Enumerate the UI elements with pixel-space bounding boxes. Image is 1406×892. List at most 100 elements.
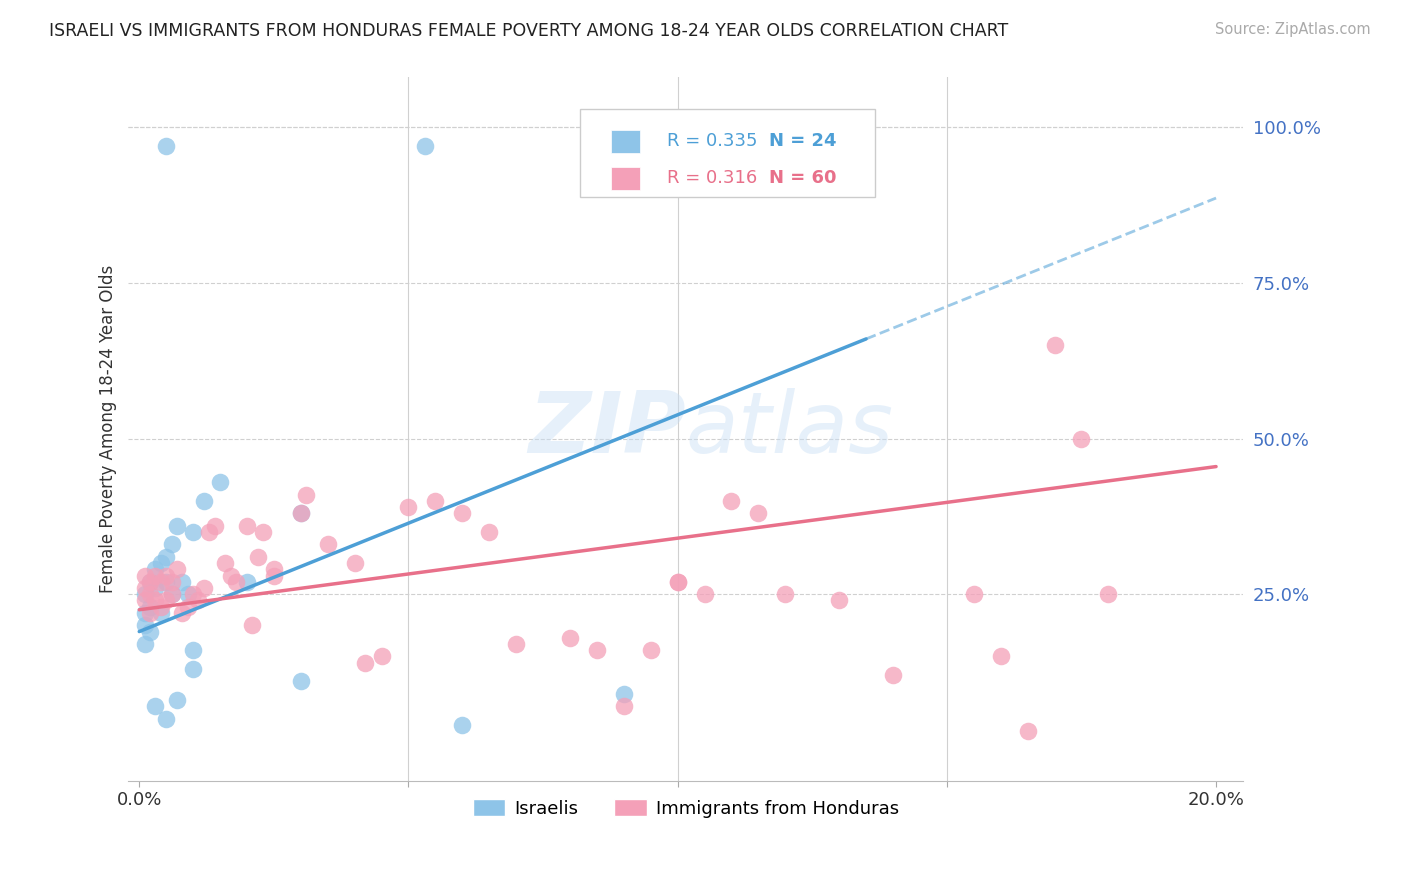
Point	[720, 493, 742, 508]
Point	[145, 581, 167, 595]
Point	[828, 593, 851, 607]
Point	[1017, 724, 1039, 739]
Point	[240, 618, 263, 632]
Text: R = 0.316: R = 0.316	[666, 169, 756, 187]
Point	[666, 574, 689, 589]
Text: atlas: atlas	[686, 388, 894, 471]
Point	[558, 631, 581, 645]
Point	[193, 493, 215, 508]
Point	[134, 637, 156, 651]
Point	[219, 568, 242, 582]
Point	[149, 556, 172, 570]
Point	[181, 524, 204, 539]
Point	[204, 518, 226, 533]
Point	[478, 524, 501, 539]
Point	[613, 687, 636, 701]
Point	[145, 562, 167, 576]
Point	[413, 139, 436, 153]
FancyBboxPatch shape	[612, 130, 640, 153]
Point	[181, 643, 204, 657]
Point	[370, 649, 392, 664]
Point	[155, 568, 177, 582]
Point	[263, 562, 285, 576]
Point	[586, 643, 609, 657]
Point	[160, 587, 183, 601]
Point	[451, 506, 474, 520]
Point	[139, 587, 162, 601]
Point	[134, 587, 156, 601]
Point	[666, 574, 689, 589]
Point	[225, 574, 247, 589]
Point	[343, 556, 366, 570]
Text: ISRAELI VS IMMIGRANTS FROM HONDURAS FEMALE POVERTY AMONG 18-24 YEAR OLDS CORRELA: ISRAELI VS IMMIGRANTS FROM HONDURAS FEMA…	[49, 22, 1008, 40]
Point	[208, 475, 231, 490]
Point	[214, 556, 236, 570]
Point	[176, 587, 198, 601]
Text: N = 60: N = 60	[769, 169, 837, 187]
Point	[166, 562, 188, 576]
Point	[155, 712, 177, 726]
Point	[613, 699, 636, 714]
Point	[354, 656, 377, 670]
Point	[198, 524, 221, 539]
Point	[451, 718, 474, 732]
Point	[166, 693, 188, 707]
Y-axis label: Female Poverty Among 18-24 Year Olds: Female Poverty Among 18-24 Year Olds	[100, 265, 117, 593]
Point	[316, 537, 339, 551]
Point	[963, 587, 986, 601]
Point	[134, 606, 156, 620]
Point	[139, 574, 162, 589]
Point	[160, 537, 183, 551]
Point	[1097, 587, 1119, 601]
Point	[155, 549, 177, 564]
Point	[1070, 432, 1092, 446]
Point	[172, 606, 194, 620]
Point	[295, 487, 318, 501]
Point	[181, 662, 204, 676]
Point	[263, 568, 285, 582]
Point	[505, 637, 527, 651]
Point	[290, 674, 312, 689]
FancyBboxPatch shape	[579, 109, 875, 197]
Point	[139, 599, 162, 614]
Point	[139, 624, 162, 639]
Point	[193, 581, 215, 595]
Point	[290, 506, 312, 520]
Point	[145, 568, 167, 582]
Text: Source: ZipAtlas.com: Source: ZipAtlas.com	[1215, 22, 1371, 37]
Point	[398, 500, 420, 514]
Point	[145, 593, 167, 607]
Point	[640, 643, 662, 657]
Point	[236, 574, 259, 589]
Point	[425, 493, 447, 508]
Point	[149, 599, 172, 614]
Point	[187, 593, 209, 607]
Point	[139, 574, 162, 589]
Point	[155, 593, 177, 607]
Point	[139, 606, 162, 620]
Point	[160, 574, 183, 589]
Text: N = 24: N = 24	[769, 132, 837, 151]
Point	[134, 581, 156, 595]
Point	[145, 699, 167, 714]
Point	[181, 587, 204, 601]
Point	[1043, 338, 1066, 352]
Legend: Israelis, Immigrants from Honduras: Israelis, Immigrants from Honduras	[465, 791, 905, 825]
Point	[134, 593, 156, 607]
Point	[134, 568, 156, 582]
Point	[246, 549, 269, 564]
Text: ZIP: ZIP	[529, 388, 686, 471]
Point	[990, 649, 1012, 664]
Point	[134, 618, 156, 632]
Text: R = 0.335: R = 0.335	[666, 132, 758, 151]
FancyBboxPatch shape	[612, 167, 640, 189]
Point	[160, 587, 183, 601]
Point	[693, 587, 716, 601]
Point	[149, 606, 172, 620]
Point	[236, 518, 259, 533]
Point	[155, 574, 177, 589]
Point	[747, 506, 769, 520]
Point	[166, 518, 188, 533]
Point	[176, 599, 198, 614]
Point	[149, 574, 172, 589]
